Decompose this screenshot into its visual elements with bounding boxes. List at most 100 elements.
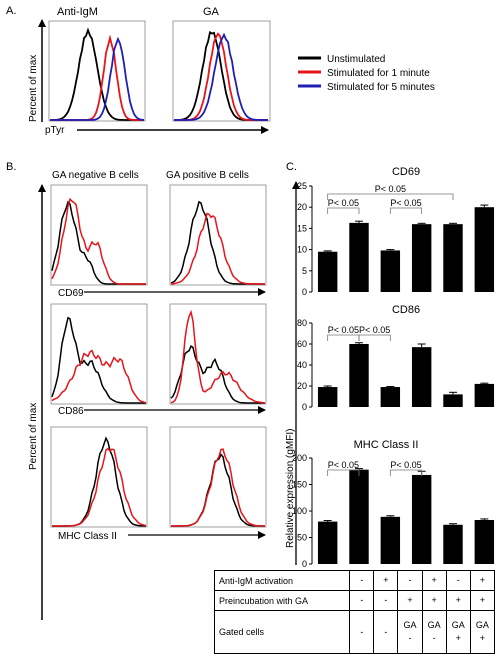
panel-c-pvalue-mhc-2: P< 0.05	[390, 460, 421, 470]
panel-a-histograms	[50, 27, 268, 121]
panel-b-row-label-mhc: MHC Class II	[58, 531, 117, 542]
panel-c-tick-label-cd86-2: 40	[297, 360, 307, 370]
panel-a-xlabel: pTyr	[45, 125, 65, 136]
panel-b-ylabel: Percent of max	[28, 403, 39, 470]
table-cell-value: -	[432, 633, 436, 643]
panel-c-bar-mhc-6	[474, 520, 495, 564]
legend-label-1min: Stimulated for 1 minute	[327, 68, 430, 79]
panel-b-label: B.	[6, 161, 16, 173]
panel-c-title-mhc: MHC Class II	[354, 439, 419, 451]
panel-c-tick-label-mhc-1: 50	[297, 533, 307, 543]
panel-b-row-label-cd69: CD69	[58, 288, 84, 299]
pb-trace-cd69-ga-positive-red	[170, 212, 265, 285]
table-cell: -	[349, 610, 375, 654]
panel-c-bar-cd86-4	[411, 347, 432, 407]
panel-c-bar-cd86-1	[317, 387, 338, 407]
panel-c-tick-label-cd86-1: 20	[297, 381, 307, 391]
table-cell-value: +	[455, 595, 461, 605]
table-cell: +	[373, 570, 399, 591]
panel-c-bar-mhc-5	[443, 524, 463, 564]
panel-c-pvalue-cd69-2: P< 0.05	[390, 198, 421, 208]
panel-b-frame-cd69-ga-positive	[169, 184, 267, 286]
panel-a-subtitle-ga: GA	[203, 6, 220, 18]
panel-c-bar-cd69-3	[380, 250, 401, 292]
pa-trace-ga-5min	[174, 32, 268, 121]
pa-trace-anti-igm-5min	[50, 36, 145, 121]
pb-trace-cd69-ga-negative-red	[51, 197, 146, 285]
panel-c-bar-mhc-2	[349, 469, 369, 564]
panel-b-frame-mhc-ga-negative	[50, 426, 148, 528]
panel-c-pvalue-cd86-2: P< 0.05	[359, 325, 390, 335]
panel-c-bar-cd69-6	[474, 207, 495, 292]
panel-c-tick-label-cd69-2: 10	[297, 245, 307, 255]
table-row-label: Anti-IgM activation	[213, 570, 351, 591]
pb-trace-cd86-ga-positive-red	[170, 309, 266, 404]
table-cell-value: GA	[451, 620, 465, 630]
panel-c-tick-label-cd69-5: 25	[297, 181, 307, 191]
pb-trace-cd86-ga-positive-black	[170, 344, 265, 404]
panel-a-ylabel: Percent of max	[28, 55, 39, 122]
table-row-label: Gated cells	[213, 610, 351, 654]
table-row: Anti-IgM activation - + - + - +	[213, 570, 496, 591]
table-row: Preincubation with GA - - + + + +	[213, 590, 496, 611]
panel-c-tick-label-cd69-1: 5	[302, 266, 307, 276]
panel-a-label: A.	[6, 5, 16, 17]
panel-c-bar-cd69-4	[411, 224, 432, 292]
panel-b-frame-cd86-ga-negative	[50, 303, 148, 405]
panel-c-bar-mhc-1	[317, 521, 338, 564]
panel-c-bar-mhc-4	[411, 474, 432, 564]
panel-c-bracket-cd69-1	[327, 207, 360, 214]
panel-c-bracket-cd86-1	[327, 334, 360, 341]
table-cell: GA +	[445, 610, 471, 654]
panel-c-bar-mhc-3	[380, 516, 401, 564]
table-cell: -	[373, 610, 399, 654]
panel-c-tick-label-mhc-3: 150	[292, 480, 307, 490]
panel-b-frames	[50, 184, 267, 528]
table-cell-value: -	[456, 575, 460, 585]
panel-c-pvalue-mhc-1: P< 0.05	[328, 460, 359, 470]
panel-b-histograms	[51, 197, 266, 527]
table-cell-value: -	[384, 626, 388, 637]
panel-c-bar-cd86-3	[380, 387, 401, 407]
panel-c-bracket-cd86-2	[358, 334, 391, 341]
table-cell-value: -	[408, 575, 412, 585]
table-cell: +	[397, 590, 423, 611]
table-cell-value: +	[431, 575, 437, 585]
panel-c-bracket-cd69-2	[389, 207, 423, 214]
panel-b-frame-cd86-ga-positive	[169, 303, 267, 405]
table-cell: GA -	[397, 610, 423, 654]
table-cell: -	[445, 570, 471, 591]
panel-a-frame-ga	[172, 20, 271, 122]
table-cell: -	[349, 590, 375, 611]
pb-trace-mhc-ga-positive-black	[171, 453, 265, 527]
table-cell-value: -	[384, 595, 388, 605]
table-cell: +	[445, 590, 471, 611]
panel-c-bar-cd69-1	[317, 251, 338, 292]
table-cell-value: +	[455, 633, 461, 643]
table-cell-value: +	[479, 595, 486, 605]
panel-c-bracket-cd69-3	[327, 193, 454, 200]
panel-a-frame-anti-igm	[48, 20, 146, 122]
panel-c-tick-label-cd69-4: 20	[297, 202, 307, 212]
pb-trace-cd69-ga-positive-black	[170, 200, 265, 285]
legend-label-5min: Stimulated for 5 minutes	[327, 82, 435, 93]
panel-c-pvalue-cd69-1: P< 0.05	[328, 198, 359, 208]
table-cell: +	[421, 590, 447, 611]
panel-c-pvalue-cd86-1: P< 0.05	[328, 325, 359, 335]
pb-trace-cd86-ga-negative-red	[51, 349, 147, 404]
panel-c-bar-cd86-2	[349, 344, 369, 407]
table-cell: +	[469, 590, 496, 611]
table-cell-value: GA	[403, 620, 417, 630]
pb-trace-mhc-ga-negative-red	[52, 447, 147, 527]
table-cell: -	[373, 590, 399, 611]
table-cell: -	[349, 570, 375, 591]
table-row: Gated cells - - GA - GA - GA + GA +	[213, 610, 496, 654]
panel-c-pvalue-cd69-3: P< 0.05	[375, 184, 406, 194]
table-cell-value: GA	[475, 620, 489, 630]
panel-b-title-ga-positive: GA positive B cells	[166, 170, 249, 181]
table-cell-value: +	[407, 595, 413, 605]
panel-c-ylabel: Relative expression (gMFI)	[285, 429, 296, 548]
pa-trace-anti-igm-unstimulated	[50, 27, 144, 121]
